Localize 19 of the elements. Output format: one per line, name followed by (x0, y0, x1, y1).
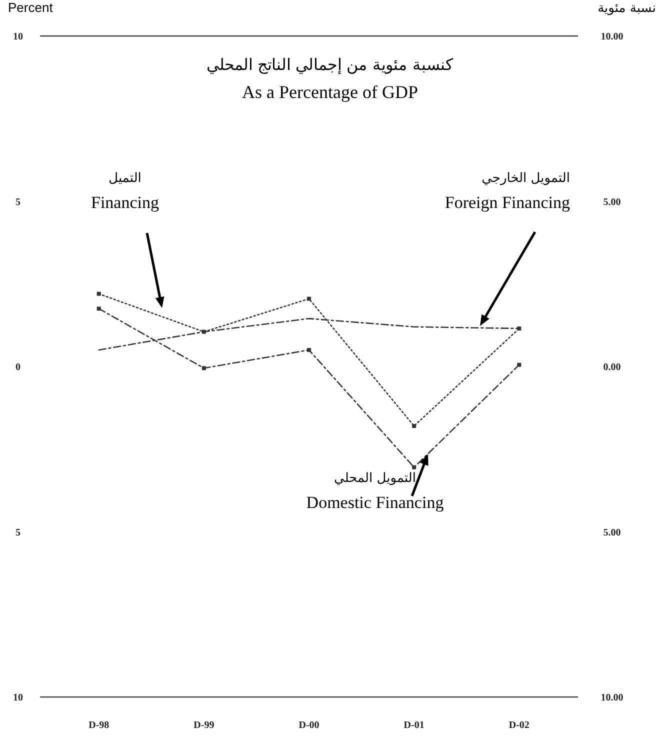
y2-tick-label: 10.00 (600, 32, 624, 42)
y2-tick-label: 0.00 (603, 362, 621, 373)
x-tick-label: D-99 (194, 720, 214, 731)
y-tick-label: 0 (16, 362, 20, 373)
y2-tick-label: 10.00 (600, 692, 624, 704)
y-tick-label: 5 (16, 196, 20, 208)
y-tick-label: 10 (13, 692, 23, 704)
x-tick-label: D-02 (508, 720, 530, 731)
x-tick-label: D-00 (298, 720, 320, 731)
x-tick-label: D-01 (404, 720, 424, 731)
text: كنسبة مئوية من إجمالي الناتج المحلي (206, 55, 454, 74)
y-tick-label: 10 (13, 32, 23, 42)
text: As a Percentage of GDP (242, 82, 418, 102)
y-axis-title: Percent (8, 0, 54, 15)
y-tick-label: 5 (16, 527, 20, 538)
y2-axis-title: نسبة مئوية (598, 1, 656, 16)
y2-tick-label: 5.00 (603, 196, 621, 208)
y2-tick-label: 5.00 (603, 527, 621, 538)
x-tick-label: D-98 (88, 720, 110, 731)
